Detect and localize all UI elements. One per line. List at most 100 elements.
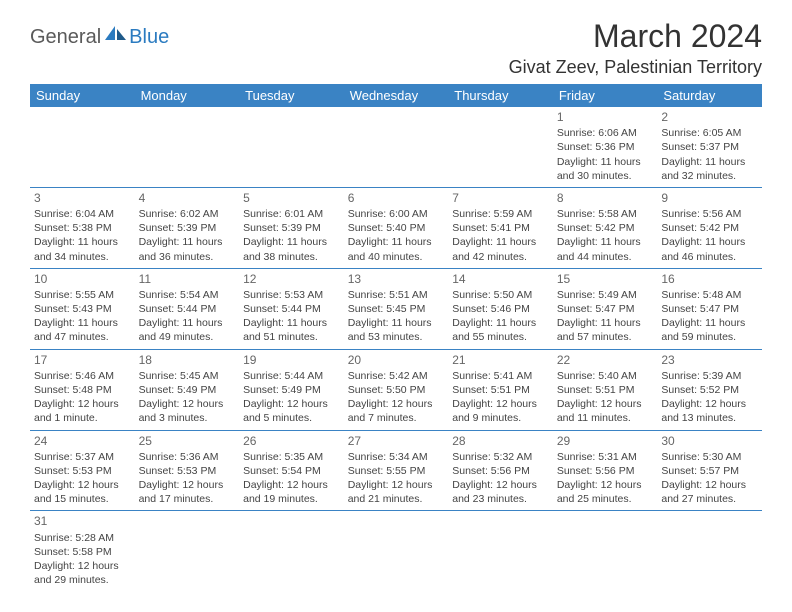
daylight-text: Daylight: 12 hours and 23 minutes. [452, 478, 549, 506]
daylight-text: Daylight: 12 hours and 1 minute. [34, 397, 131, 425]
calendar-day-cell: 5Sunrise: 6:01 AMSunset: 5:39 PMDaylight… [239, 187, 344, 268]
sunset-text: Sunset: 5:55 PM [348, 464, 445, 478]
sunset-text: Sunset: 5:51 PM [452, 383, 549, 397]
calendar-day-cell: 12Sunrise: 5:53 AMSunset: 5:44 PMDayligh… [239, 268, 344, 349]
calendar-day-cell: 4Sunrise: 6:02 AMSunset: 5:39 PMDaylight… [135, 187, 240, 268]
day-number: 3 [34, 190, 131, 206]
sunrise-text: Sunrise: 5:58 AM [557, 207, 654, 221]
calendar-week-row: 31Sunrise: 5:28 AMSunset: 5:58 PMDayligh… [30, 511, 762, 591]
daylight-text: Daylight: 12 hours and 5 minutes. [243, 397, 340, 425]
sunset-text: Sunset: 5:53 PM [34, 464, 131, 478]
sunrise-text: Sunrise: 6:01 AM [243, 207, 340, 221]
day-number: 14 [452, 271, 549, 287]
sunrise-text: Sunrise: 5:49 AM [557, 288, 654, 302]
calendar-day-cell: 26Sunrise: 5:35 AMSunset: 5:54 PMDayligh… [239, 430, 344, 511]
calendar-day-cell: 17Sunrise: 5:46 AMSunset: 5:48 PMDayligh… [30, 349, 135, 430]
sunrise-text: Sunrise: 5:59 AM [452, 207, 549, 221]
calendar-day-cell [239, 107, 344, 187]
sunset-text: Sunset: 5:42 PM [661, 221, 758, 235]
logo-text-general: General [30, 26, 101, 49]
day-number: 12 [243, 271, 340, 287]
sunset-text: Sunset: 5:39 PM [139, 221, 236, 235]
calendar-week-row: 24Sunrise: 5:37 AMSunset: 5:53 PMDayligh… [30, 430, 762, 511]
sunset-text: Sunset: 5:54 PM [243, 464, 340, 478]
daylight-text: Daylight: 12 hours and 15 minutes. [34, 478, 131, 506]
day-number: 17 [34, 352, 131, 368]
weekday-header-row: Sunday Monday Tuesday Wednesday Thursday… [30, 84, 762, 107]
weekday-header: Friday [553, 84, 658, 107]
calendar-week-row: 10Sunrise: 5:55 AMSunset: 5:43 PMDayligh… [30, 268, 762, 349]
calendar-day-cell: 1Sunrise: 6:06 AMSunset: 5:36 PMDaylight… [553, 107, 658, 187]
sunset-text: Sunset: 5:53 PM [139, 464, 236, 478]
weekday-header: Monday [135, 84, 240, 107]
daylight-text: Daylight: 11 hours and 40 minutes. [348, 235, 445, 263]
daylight-text: Daylight: 11 hours and 46 minutes. [661, 235, 758, 263]
sunset-text: Sunset: 5:56 PM [452, 464, 549, 478]
calendar-day-cell: 18Sunrise: 5:45 AMSunset: 5:49 PMDayligh… [135, 349, 240, 430]
sunrise-text: Sunrise: 5:39 AM [661, 369, 758, 383]
day-number: 13 [348, 271, 445, 287]
sunrise-text: Sunrise: 5:37 AM [34, 450, 131, 464]
calendar-day-cell [135, 107, 240, 187]
day-number: 16 [661, 271, 758, 287]
day-number: 19 [243, 352, 340, 368]
calendar-day-cell: 22Sunrise: 5:40 AMSunset: 5:51 PMDayligh… [553, 349, 658, 430]
sunrise-text: Sunrise: 5:53 AM [243, 288, 340, 302]
calendar-day-cell: 28Sunrise: 5:32 AMSunset: 5:56 PMDayligh… [448, 430, 553, 511]
calendar-day-cell [30, 107, 135, 187]
daylight-text: Daylight: 12 hours and 19 minutes. [243, 478, 340, 506]
sunset-text: Sunset: 5:40 PM [348, 221, 445, 235]
sunset-text: Sunset: 5:50 PM [348, 383, 445, 397]
daylight-text: Daylight: 11 hours and 42 minutes. [452, 235, 549, 263]
daylight-text: Daylight: 11 hours and 44 minutes. [557, 235, 654, 263]
daylight-text: Daylight: 12 hours and 13 minutes. [661, 397, 758, 425]
day-number: 28 [452, 433, 549, 449]
sunrise-text: Sunrise: 5:42 AM [348, 369, 445, 383]
day-number: 22 [557, 352, 654, 368]
calendar-day-cell: 16Sunrise: 5:48 AMSunset: 5:47 PMDayligh… [657, 268, 762, 349]
calendar-day-cell: 20Sunrise: 5:42 AMSunset: 5:50 PMDayligh… [344, 349, 449, 430]
day-number: 4 [139, 190, 236, 206]
daylight-text: Daylight: 11 hours and 38 minutes. [243, 235, 340, 263]
calendar-day-cell: 30Sunrise: 5:30 AMSunset: 5:57 PMDayligh… [657, 430, 762, 511]
day-number: 30 [661, 433, 758, 449]
daylight-text: Daylight: 12 hours and 25 minutes. [557, 478, 654, 506]
sunrise-text: Sunrise: 6:04 AM [34, 207, 131, 221]
calendar-day-cell: 6Sunrise: 6:00 AMSunset: 5:40 PMDaylight… [344, 187, 449, 268]
sunset-text: Sunset: 5:44 PM [139, 302, 236, 316]
daylight-text: Daylight: 11 hours and 53 minutes. [348, 316, 445, 344]
weekday-header: Sunday [30, 84, 135, 107]
logo: General Blue [30, 26, 169, 49]
calendar-day-cell: 11Sunrise: 5:54 AMSunset: 5:44 PMDayligh… [135, 268, 240, 349]
sunrise-text: Sunrise: 5:56 AM [661, 207, 758, 221]
calendar-day-cell: 8Sunrise: 5:58 AMSunset: 5:42 PMDaylight… [553, 187, 658, 268]
day-number: 2 [661, 109, 758, 125]
day-number: 9 [661, 190, 758, 206]
day-number: 25 [139, 433, 236, 449]
calendar-day-cell: 29Sunrise: 5:31 AMSunset: 5:56 PMDayligh… [553, 430, 658, 511]
daylight-text: Daylight: 11 hours and 51 minutes. [243, 316, 340, 344]
sunset-text: Sunset: 5:44 PM [243, 302, 340, 316]
calendar-day-cell: 25Sunrise: 5:36 AMSunset: 5:53 PMDayligh… [135, 430, 240, 511]
sunrise-text: Sunrise: 5:51 AM [348, 288, 445, 302]
daylight-text: Daylight: 12 hours and 17 minutes. [139, 478, 236, 506]
day-number: 27 [348, 433, 445, 449]
daylight-text: Daylight: 11 hours and 49 minutes. [139, 316, 236, 344]
calendar-day-cell: 10Sunrise: 5:55 AMSunset: 5:43 PMDayligh… [30, 268, 135, 349]
sunrise-text: Sunrise: 6:02 AM [139, 207, 236, 221]
calendar-day-cell: 31Sunrise: 5:28 AMSunset: 5:58 PMDayligh… [30, 511, 135, 591]
calendar-day-cell [657, 511, 762, 591]
weekday-header: Saturday [657, 84, 762, 107]
sunrise-text: Sunrise: 6:00 AM [348, 207, 445, 221]
daylight-text: Daylight: 11 hours and 57 minutes. [557, 316, 654, 344]
calendar-day-cell [448, 511, 553, 591]
logo-sail-icon [105, 26, 127, 47]
day-number: 29 [557, 433, 654, 449]
calendar-day-cell [135, 511, 240, 591]
sunrise-text: Sunrise: 5:36 AM [139, 450, 236, 464]
day-number: 15 [557, 271, 654, 287]
calendar-week-row: 17Sunrise: 5:46 AMSunset: 5:48 PMDayligh… [30, 349, 762, 430]
day-number: 26 [243, 433, 340, 449]
daylight-text: Daylight: 12 hours and 9 minutes. [452, 397, 549, 425]
sunset-text: Sunset: 5:39 PM [243, 221, 340, 235]
